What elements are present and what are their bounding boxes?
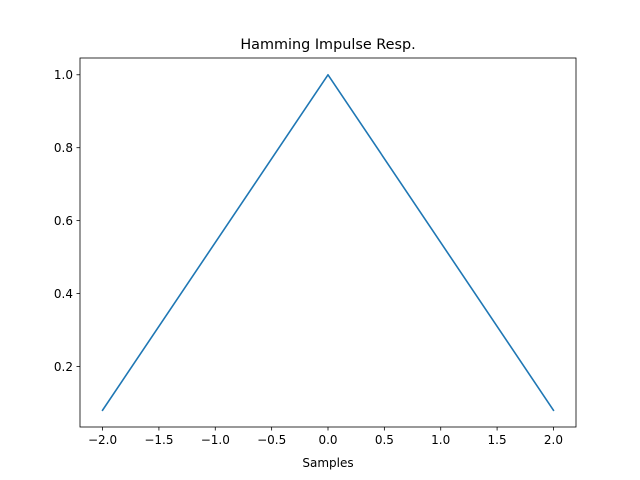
x-tick-label: 1.5	[488, 433, 507, 447]
y-tick-label: 0.8	[54, 141, 73, 155]
x-tick-label: −2.0	[88, 433, 117, 447]
x-tick-label: −1.0	[201, 433, 230, 447]
x-tick-label: 0.0	[318, 433, 337, 447]
y-axis: 0.2 0.4 0.6 0.8 1.0	[54, 68, 80, 374]
series-layer	[101, 73, 555, 412]
x-tick-label: −0.5	[257, 433, 286, 447]
x-tick-label: 1.0	[431, 433, 450, 447]
y-tick-label: 1.0	[54, 68, 73, 82]
x-tick-label: 2.0	[544, 433, 563, 447]
x-axis-label: Samples	[302, 456, 353, 470]
series-line-0	[101, 73, 555, 412]
plot-frame	[79, 57, 577, 428]
x-axis: −2.0 −1.5 −1.0 −0.5 0.0 0.5 1.0 1.5 2.0	[88, 427, 563, 447]
y-tick-label: 0.2	[54, 360, 73, 374]
chart-title: Hamming Impulse Resp.	[240, 37, 415, 53]
y-tick-label: 0.6	[54, 214, 73, 228]
y-tick-label: 0.4	[54, 287, 73, 301]
x-tick-label: 0.5	[375, 433, 394, 447]
x-tick-label: −1.5	[144, 433, 173, 447]
